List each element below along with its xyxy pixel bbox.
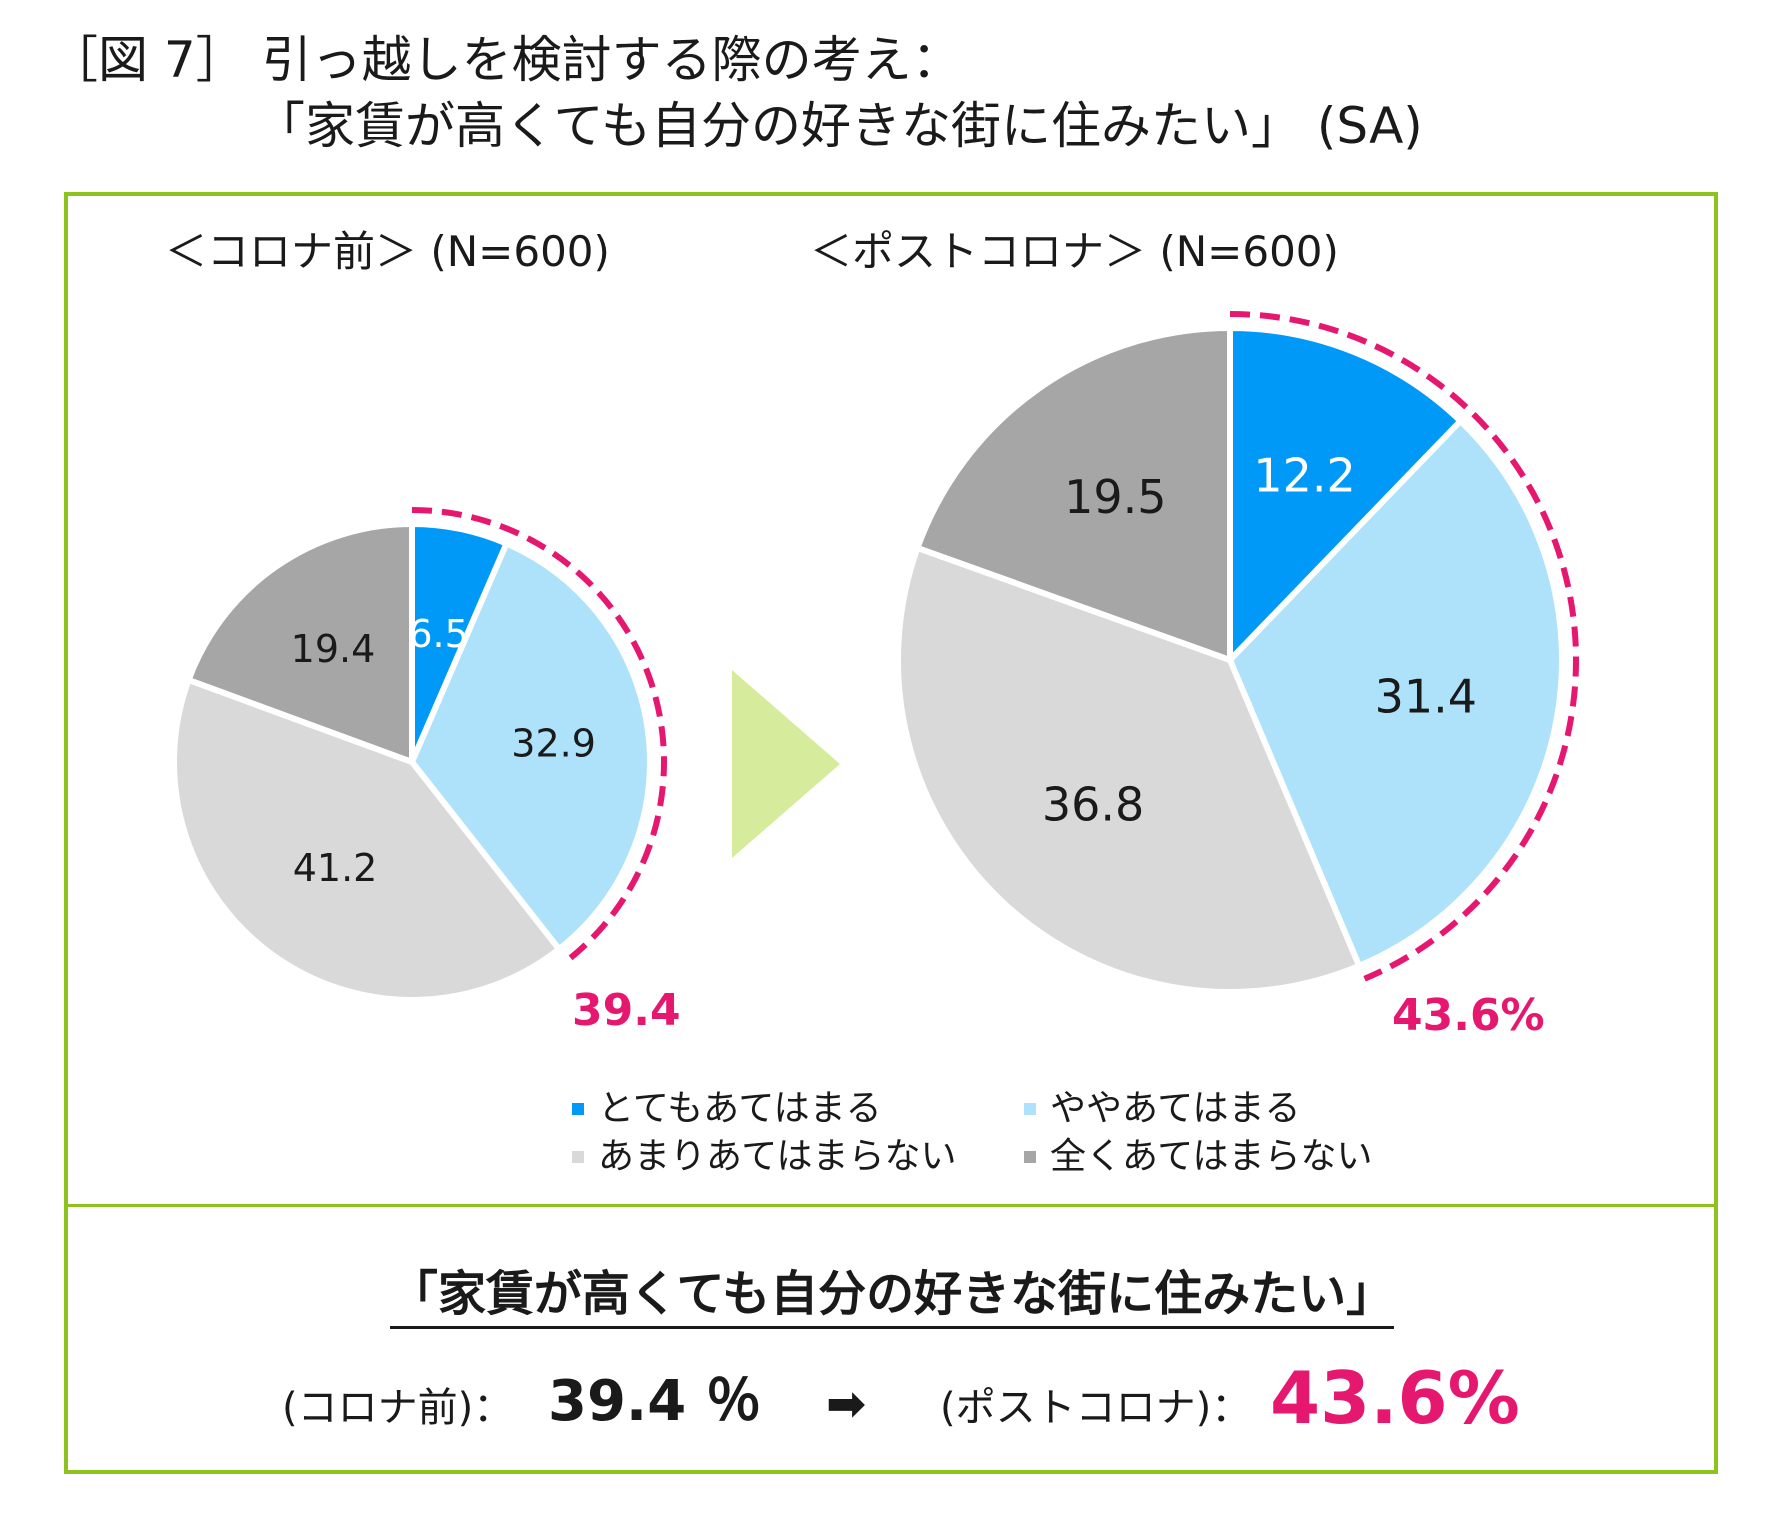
figure-title-line1: ［図 7］ 引っ越しを検討する際の考え： bbox=[48, 31, 962, 89]
legend-label-1: とてもあてはまる bbox=[598, 1088, 882, 1129]
pie1-slice-4 bbox=[185, 521, 415, 765]
legend-swatch-2 bbox=[1024, 1103, 1036, 1115]
summary-before-label: (コロナ前)： bbox=[282, 1385, 514, 1431]
summary-after-label: (ポストコロナ)： bbox=[940, 1385, 1252, 1431]
pie1-highlight-arc bbox=[411, 507, 667, 963]
pie2-label-2: 31.4 bbox=[1375, 669, 1477, 723]
frame-divider bbox=[64, 1204, 1718, 1207]
pie1-label-4: 19.4 bbox=[291, 627, 376, 671]
pie2-label-1: 12.2 bbox=[1253, 448, 1355, 502]
summary-arrow-icon: ➡ bbox=[826, 1376, 867, 1432]
pie2-label-4: 19.5 bbox=[1064, 470, 1166, 524]
chart-frame bbox=[64, 192, 1718, 1474]
next-arrow-icon bbox=[732, 670, 840, 858]
pie2-slice-3 bbox=[895, 544, 1363, 995]
legend-item-2: ややあてはまる bbox=[1024, 1086, 1301, 1132]
legend-swatch-4 bbox=[1024, 1151, 1036, 1163]
pie2-title: ＜ポストコロナ＞ (N=600) bbox=[810, 227, 1339, 276]
summary-title: 「家賃が高くても自分の好きな街に住みたい」 bbox=[0, 1262, 1784, 1329]
pie1-title: ＜コロナ前＞ (N=600) bbox=[165, 227, 610, 276]
pie2-slice-2 bbox=[1227, 418, 1565, 969]
legend-label-3: あまりあてはまらない bbox=[598, 1136, 957, 1177]
pie2-highlight-total: 43.6% bbox=[1392, 990, 1545, 1041]
pie2-slice-4 bbox=[914, 325, 1233, 663]
summary-title-text: 「家賃が高くても自分の好きな街に住みたい」 bbox=[389, 1266, 1395, 1329]
pie1-slice-3 bbox=[171, 676, 563, 1003]
legend-item-1: とてもあてはまる bbox=[572, 1086, 882, 1132]
summary-before-value: 39.4 ％ bbox=[548, 1369, 762, 1434]
legend-item-4: 全くあてはまらない bbox=[1024, 1134, 1373, 1180]
pie1-slice-2 bbox=[409, 540, 653, 953]
legend-swatch-1 bbox=[572, 1103, 584, 1115]
pie2-label-3: 36.8 bbox=[1042, 778, 1144, 832]
pie2-slice-1 bbox=[1227, 325, 1464, 663]
legend-label-2: ややあてはまる bbox=[1050, 1088, 1301, 1129]
legend-item-3: あまりあてはまらない bbox=[572, 1134, 957, 1180]
pie1-highlight-total: 39.4 bbox=[572, 985, 681, 1036]
figure-title-line2: 「家賃が高くても自分の好きな街に住みたい」 (SA) bbox=[255, 97, 1423, 155]
pie1-label-3: 41.2 bbox=[293, 846, 378, 890]
pie1-label-1: 6.5 bbox=[408, 612, 468, 656]
legend-label-4: 全くあてはまらない bbox=[1050, 1136, 1373, 1177]
pie1-label-2: 32.9 bbox=[511, 722, 596, 766]
summary-after-value: 43.6% bbox=[1270, 1356, 1520, 1440]
legend-swatch-3 bbox=[572, 1151, 584, 1163]
